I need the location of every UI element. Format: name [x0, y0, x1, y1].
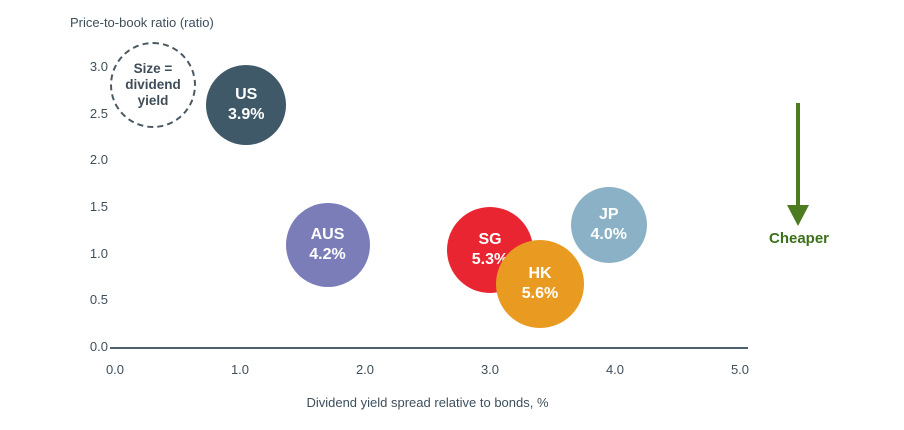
bubble-jp: JP 4.0%: [570, 186, 647, 263]
bubble-yield-label: 4.0%: [590, 225, 627, 243]
y-tick-label: 0.0: [89, 339, 108, 354]
x-tick-label: 4.0: [605, 362, 625, 377]
size-legend-label: Size = dividend yield: [125, 60, 181, 109]
y-tick-label: 2.0: [89, 152, 108, 168]
bubble-country-label: AUS: [310, 226, 345, 244]
bubble-yield-label: 4.2%: [309, 246, 346, 264]
cheaper-label: Cheaper: [768, 230, 830, 247]
y-tick-label: 3.0: [89, 59, 108, 74]
x-tick-label: 5.0: [730, 362, 750, 377]
x-tick-label: 2.0: [355, 362, 375, 377]
bubble-hk: HK 5.6%: [496, 239, 584, 328]
bubble-us: US 3.9%: [206, 65, 287, 146]
bubble-yield-label: 3.9%: [228, 106, 265, 124]
y-tick-label: 1.5: [89, 199, 108, 214]
y-tick-label: 0.5: [89, 292, 108, 308]
bubble-country-label: US: [235, 86, 258, 104]
size-legend-circle: Size = dividend yield: [110, 42, 196, 128]
bubble-yield-label: 5.6%: [521, 284, 559, 302]
bubble-country-label: HK: [528, 264, 552, 282]
x-tick-label: 0.0: [105, 362, 125, 377]
bubble-country-label: SG: [478, 231, 502, 248]
cheaper-arrow-icon: [787, 103, 809, 226]
x-tick-label: 1.0: [230, 362, 250, 377]
x-axis-line: [110, 347, 748, 349]
bubble-aus: AUS 4.2%: [285, 203, 370, 288]
bubble-country-label: JP: [598, 205, 619, 223]
y-tick-label: 1.0: [89, 245, 108, 261]
x-tick-label: 3.0: [480, 362, 500, 377]
x-axis-title: Dividend yield spread relative to bonds,…: [306, 395, 549, 410]
y-tick-label: 2.5: [89, 105, 108, 121]
y-axis-title: Price-to-book ratio (ratio): [70, 15, 214, 30]
bubble-yield-label: 5.3%: [471, 251, 509, 268]
